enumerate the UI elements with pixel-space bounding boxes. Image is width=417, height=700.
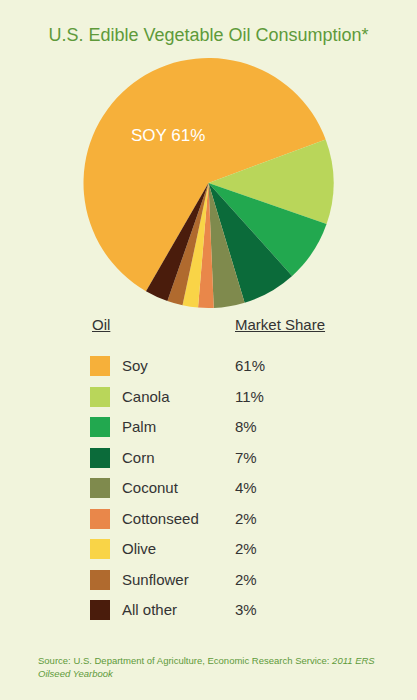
html-text:Coconut: Coconut xyxy=(122,479,178,496)
html-text:8%: 8% xyxy=(235,418,257,435)
html-text:4%: 4% xyxy=(235,479,257,496)
html-text:61%: 61% xyxy=(235,357,265,374)
html-text:Oil: Oil xyxy=(92,316,111,333)
html-text:Market Share: Market Share xyxy=(235,316,325,333)
html-text:2%: 2% xyxy=(235,509,257,527)
html-text:Canola: Canola xyxy=(122,387,170,405)
html-text:2%: 2% xyxy=(235,540,257,557)
html-text:Soy: Soy xyxy=(122,357,148,374)
html-text:Corn: Corn xyxy=(122,448,155,466)
html-text:Sunflower: Sunflower xyxy=(122,570,189,588)
html-text:Palm: Palm xyxy=(122,418,157,435)
html-text:7%: 7% xyxy=(235,448,257,466)
html-text:Source: U.S. Department of Agr: Source: U.S. Department of Agriculture, … xyxy=(38,655,375,679)
html-text:11%: 11% xyxy=(235,387,264,405)
html-text:Cottonseed: Cottonseed xyxy=(122,509,199,527)
html-text:2%: 2% xyxy=(235,570,257,588)
html-text:All other: All other xyxy=(122,601,177,618)
html-text:Olive: Olive xyxy=(122,540,157,557)
svg-text:U.S. Edible Vegetable Oil Cons: U.S. Edible Vegetable Oil Consumption* xyxy=(48,25,368,45)
svg-text:SOY 61%: SOY 61% xyxy=(131,126,205,145)
html-text:3%: 3% xyxy=(235,601,257,618)
